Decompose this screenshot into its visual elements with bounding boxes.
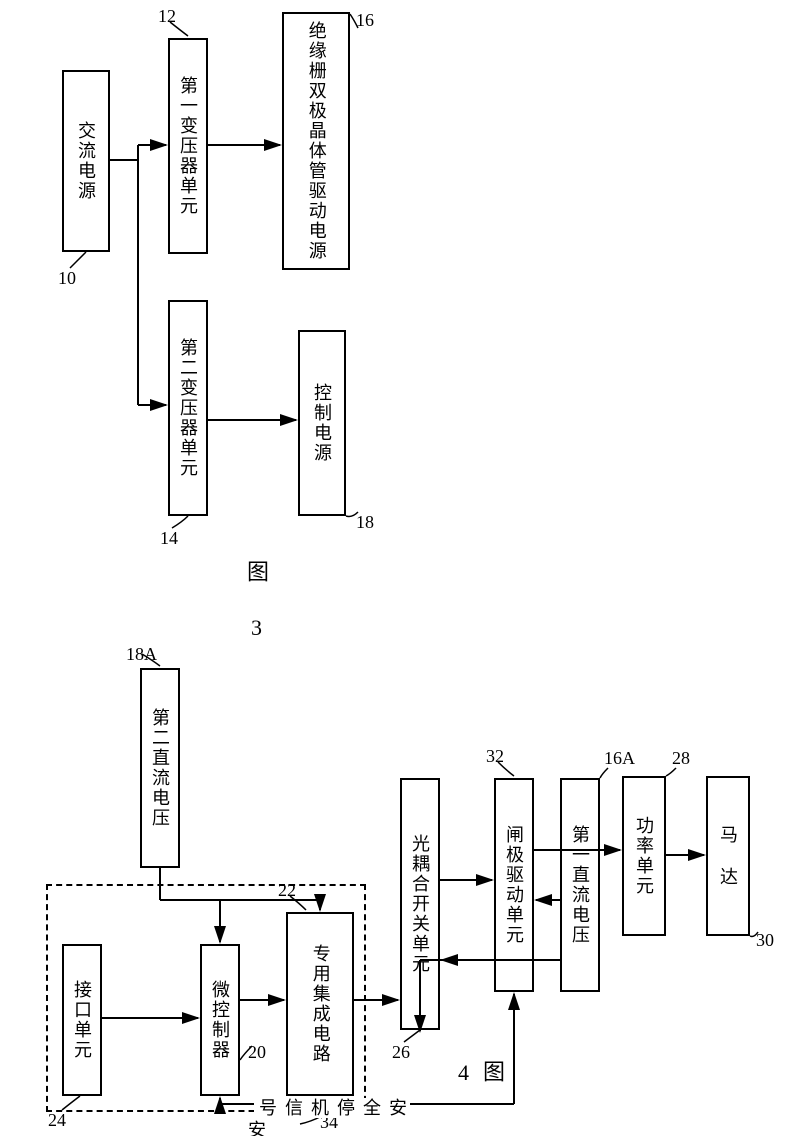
box-motor: 马 达	[706, 776, 750, 936]
caption-text: 图 4	[451, 1060, 505, 1089]
box-label: 第一变压器单元	[175, 76, 201, 216]
figure-4-caption: 图 4	[450, 1060, 508, 1136]
box-label: 控制电源	[309, 383, 335, 463]
box-optocoupler: 光耦合开关单元	[400, 778, 440, 1030]
safety-stop-signal-text: 安全停机信号	[257, 1098, 407, 1118]
box-label: 马 达	[715, 825, 741, 887]
box-label: 交流电源	[73, 121, 99, 201]
box-label: 第二变压器单元	[175, 338, 201, 478]
box-interface-unit: 接口单元	[62, 944, 102, 1096]
box-label-line1: 专用	[309, 944, 331, 984]
diagram-canvas: 交流电源 第一变压器单元 第二变压器单元 绝缘栅双极晶体管 驱动电源 控制电源 …	[0, 0, 800, 1136]
box-ac-power: 交流电源	[62, 70, 110, 252]
box-igbt-driver-ps: 绝缘栅双极晶体管 驱动电源	[282, 12, 350, 270]
box-label-line1: 绝缘栅双极晶体管	[305, 21, 327, 181]
box-label: 第二直流电压	[147, 708, 173, 828]
box-asic: 专用 集成电路	[286, 912, 354, 1096]
box-label-line2: 集成电路	[309, 984, 331, 1064]
box-dc-voltage-2: 第二直流电压	[140, 668, 180, 868]
figure-3-caption: 图 3	[240, 560, 272, 644]
box-transformer-1: 第一变压器单元	[168, 38, 208, 254]
box-microcontroller: 微控制器	[200, 944, 240, 1096]
safety-stop-signal: 安全停机信号	[254, 1098, 410, 1118]
caption-text: 图 3	[244, 560, 269, 644]
box-gate-driver: 闸极驱动单元	[494, 778, 534, 992]
box-power-unit: 功率单元	[622, 776, 666, 936]
box-label-line2: 驱动电源	[305, 181, 327, 261]
box-label: 闸极驱动单元	[501, 825, 527, 945]
box-label: 第一直流电压	[567, 825, 593, 945]
box-label: 微控制器	[207, 980, 233, 1060]
box-control-ps: 控制电源	[298, 330, 346, 516]
box-label: 光耦合开关单元	[407, 834, 433, 974]
box-label: 接口单元	[69, 980, 95, 1060]
box-label: 功率单元	[631, 816, 657, 896]
box-dc-voltage-1: 第一直流电压	[560, 778, 600, 992]
box-transformer-2: 第二变压器单元	[168, 300, 208, 516]
